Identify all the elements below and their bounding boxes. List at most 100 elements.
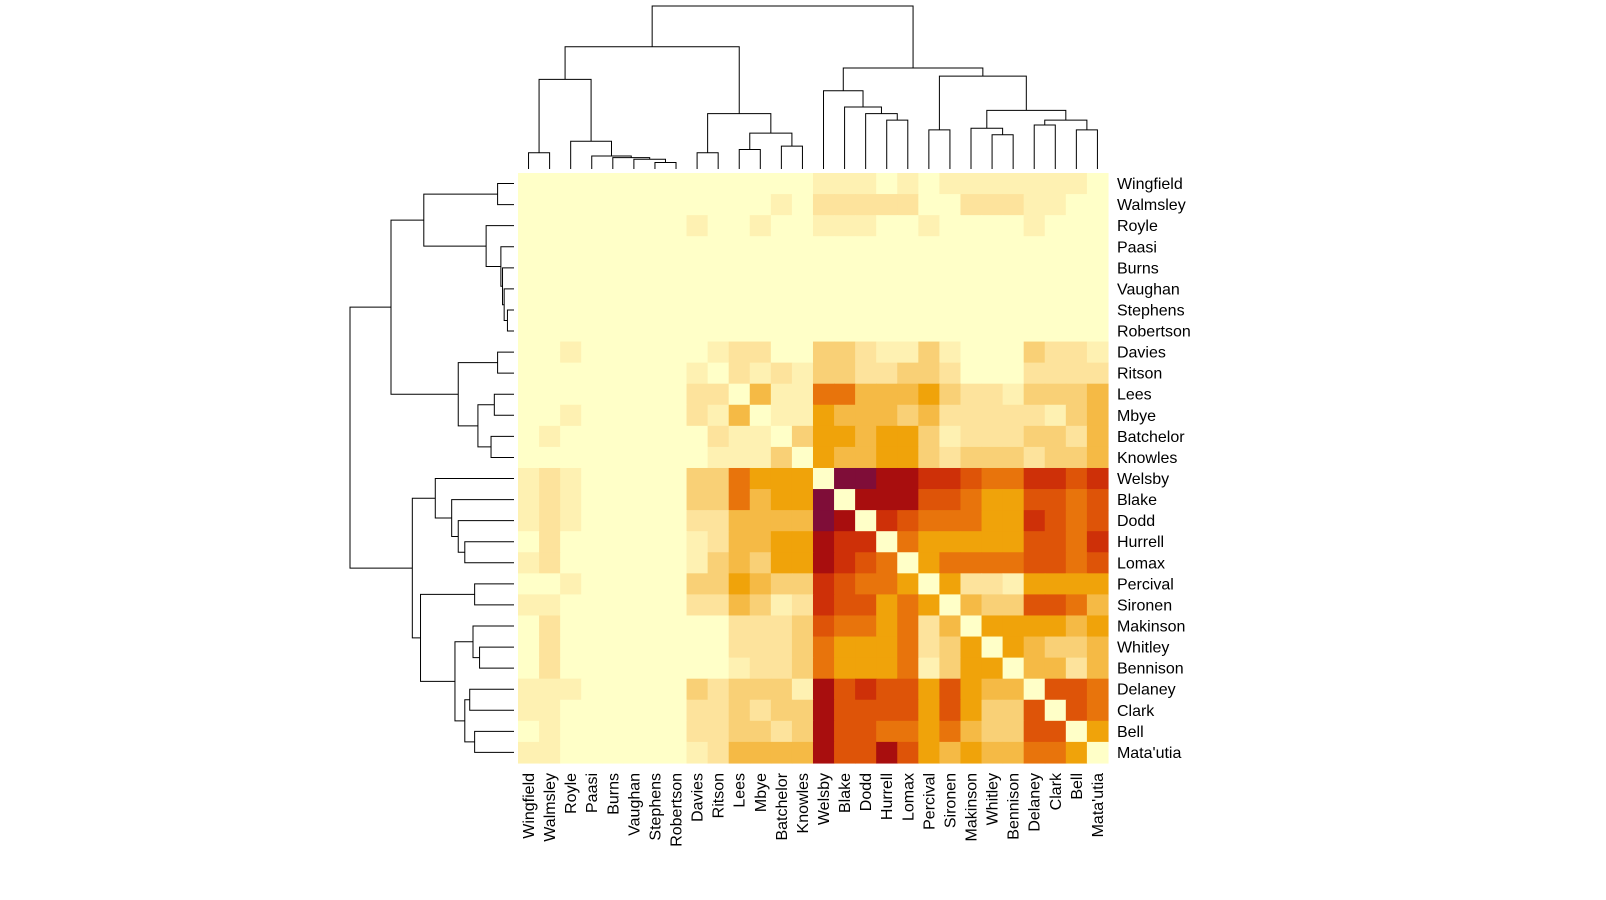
heatmap-cell	[749, 257, 772, 279]
dendrogram-branch	[633, 158, 666, 169]
heatmap-cell	[791, 741, 814, 764]
heatmap-cell	[834, 467, 856, 490]
row-label: Dodd	[1117, 513, 1155, 530]
heatmap-cell	[539, 636, 561, 659]
dendrogram-branch	[411, 497, 436, 639]
heatmap-cell	[581, 194, 603, 216]
heatmap-cell	[518, 573, 540, 595]
heatmap-cell	[812, 383, 835, 406]
heatmap-cell	[686, 489, 709, 511]
heatmap-cell	[812, 657, 835, 680]
heatmap-cell	[876, 299, 898, 322]
heatmap-cell	[918, 341, 940, 364]
row-label: Percival	[1117, 576, 1174, 593]
heatmap-cell	[623, 615, 646, 638]
heatmap-cell	[897, 552, 919, 574]
heatmap-cell	[855, 320, 877, 343]
heatmap-cell	[770, 362, 793, 385]
heatmap-cell	[728, 467, 751, 490]
heatmap-cell	[981, 278, 1004, 301]
heatmap-cell	[602, 446, 624, 469]
row-label: Knowles	[1117, 450, 1177, 467]
heatmap-cell	[1023, 194, 1046, 216]
heatmap-cell	[1065, 678, 1088, 701]
heatmap-cell	[644, 531, 667, 553]
heatmap-cell	[644, 467, 667, 490]
heatmap-cell	[876, 678, 898, 701]
heatmap-cell	[1002, 720, 1025, 743]
heatmap-cell	[1086, 341, 1109, 364]
heatmap-cell	[770, 699, 793, 722]
heatmap-cell	[981, 510, 1004, 532]
heatmap-cell	[665, 383, 688, 406]
heatmap-cell	[1002, 657, 1025, 680]
heatmap-cell	[1065, 446, 1088, 469]
column-label: Welsby	[816, 773, 833, 825]
heatmap-cell	[981, 215, 1004, 237]
heatmap-cell	[539, 467, 561, 490]
heatmap-cell	[644, 720, 667, 743]
heatmap-cell	[644, 636, 667, 659]
heatmap-cell	[1002, 278, 1025, 301]
column-label: Whitley	[985, 773, 1002, 825]
heatmap-cell	[791, 489, 814, 511]
heatmap-cell	[560, 299, 582, 322]
heatmap-cell	[918, 720, 940, 743]
dendrogram-branch	[420, 593, 475, 682]
heatmap-cell	[581, 320, 603, 343]
heatmap-cell	[623, 236, 646, 258]
heatmap-cell	[897, 404, 919, 427]
heatmap-cell	[518, 678, 540, 701]
heatmap-cell	[770, 383, 793, 406]
heatmap-cell	[518, 720, 540, 743]
heatmap-cell	[812, 278, 835, 301]
heatmap-cell	[897, 594, 919, 617]
heatmap-cell	[897, 215, 919, 237]
heatmap-cell	[560, 636, 582, 659]
heatmap-cell	[686, 362, 709, 385]
heatmap-cell	[960, 699, 983, 722]
dendrogram-branch	[928, 129, 951, 169]
heatmap-cell	[834, 594, 856, 617]
heatmap-cell	[855, 425, 877, 448]
heatmap-cell	[581, 446, 603, 469]
heatmap-cell	[560, 278, 582, 301]
heatmap-cell	[939, 446, 962, 469]
dendrogram-branch	[738, 148, 761, 169]
heatmap-cell	[644, 678, 667, 701]
heatmap-cell	[960, 362, 983, 385]
heatmap-cell	[539, 615, 561, 638]
heatmap-cell	[1023, 446, 1046, 469]
heatmap-cell	[644, 699, 667, 722]
heatmap-cell	[560, 194, 582, 216]
heatmap-cell	[918, 215, 940, 237]
heatmap-cell	[1023, 320, 1046, 343]
row-label: Walmsley	[1117, 197, 1186, 214]
heatmap-cell	[834, 699, 856, 722]
heatmap-cell	[665, 636, 688, 659]
heatmap-cell	[834, 636, 856, 659]
dendrogram-branch	[1033, 124, 1056, 169]
heatmap-cell	[1002, 446, 1025, 469]
heatmap-cell	[812, 173, 835, 195]
heatmap-cell	[1044, 383, 1067, 406]
heatmap-cell	[1065, 194, 1088, 216]
heatmap-cell	[981, 320, 1004, 343]
heatmap-cell	[728, 194, 751, 216]
heatmap-cell	[686, 531, 709, 553]
heatmap-cell	[644, 510, 667, 532]
heatmap-cell	[770, 741, 793, 764]
heatmap-cell	[1086, 594, 1109, 617]
dendrogram-branch	[865, 113, 898, 169]
heatmap-cell	[960, 194, 983, 216]
heatmap-cell	[918, 236, 940, 258]
heatmap-cell	[749, 699, 772, 722]
heatmap-cell	[770, 489, 793, 511]
heatmap-cell	[770, 425, 793, 448]
dendrogram-branch	[749, 132, 793, 150]
heatmap-cell	[602, 636, 624, 659]
heatmap-cell	[791, 615, 814, 638]
heatmap-cell	[981, 594, 1004, 617]
heatmap-cell	[518, 236, 540, 258]
heatmap-cell	[686, 299, 709, 322]
